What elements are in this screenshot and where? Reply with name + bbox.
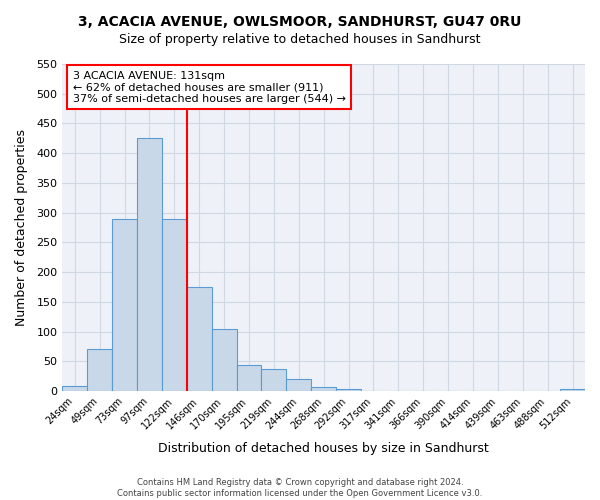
Bar — [262, 368, 286, 391]
Bar — [236, 365, 262, 391]
Text: Contains HM Land Registry data © Crown copyright and database right 2024.
Contai: Contains HM Land Registry data © Crown c… — [118, 478, 482, 498]
Y-axis label: Number of detached properties: Number of detached properties — [15, 129, 28, 326]
Bar — [62, 386, 87, 391]
Bar — [137, 138, 162, 391]
Bar — [87, 350, 112, 391]
Text: 3, ACACIA AVENUE, OWLSMOOR, SANDHURST, GU47 0RU: 3, ACACIA AVENUE, OWLSMOOR, SANDHURST, G… — [79, 15, 521, 29]
Text: 3 ACACIA AVENUE: 131sqm
← 62% of detached houses are smaller (911)
37% of semi-d: 3 ACACIA AVENUE: 131sqm ← 62% of detache… — [73, 70, 346, 104]
Bar — [311, 387, 336, 391]
Bar — [286, 379, 311, 391]
Bar — [187, 287, 212, 391]
X-axis label: Distribution of detached houses by size in Sandhurst: Distribution of detached houses by size … — [158, 442, 489, 455]
Bar — [212, 328, 236, 391]
Bar — [386, 390, 411, 391]
Bar — [112, 218, 137, 391]
Bar — [336, 390, 361, 391]
Text: Size of property relative to detached houses in Sandhurst: Size of property relative to detached ho… — [119, 32, 481, 46]
Bar — [560, 388, 585, 391]
Bar — [162, 218, 187, 391]
